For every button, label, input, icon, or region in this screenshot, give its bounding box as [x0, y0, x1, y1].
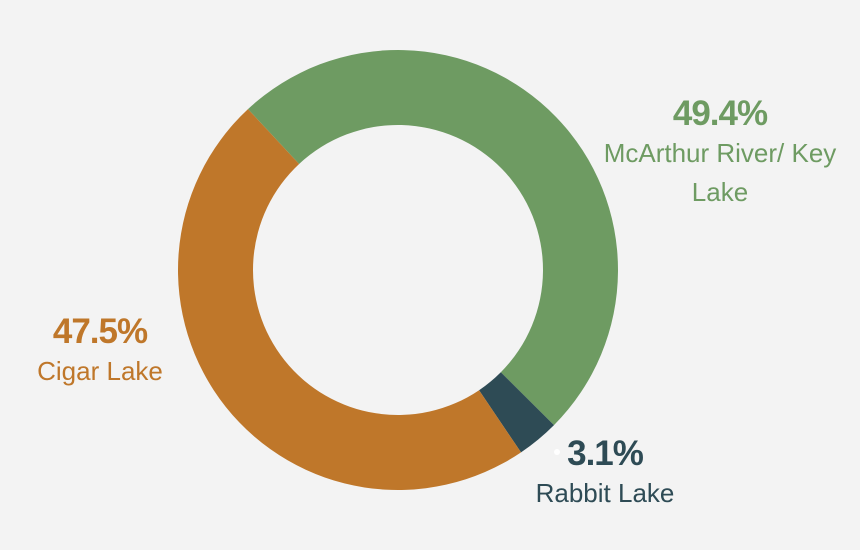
category-label: McArthur River/ Key Lake [603, 138, 837, 207]
category-label: Cigar Lake [37, 356, 163, 386]
donut-segment [247, 49, 619, 426]
leader-dot [554, 449, 560, 455]
segment-label: 3.1% Rabbit Lake [505, 434, 705, 513]
value-label: 49.4% [672, 94, 768, 133]
donut-segment [178, 109, 522, 491]
donut-segment [479, 372, 554, 453]
value-label: 47.5% [52, 312, 148, 351]
segment-label: 47.5% Cigar Lake [0, 312, 200, 391]
value-label: 3.1% [567, 434, 644, 473]
category-label: Rabbit Lake [535, 478, 675, 508]
segment-label: 49.4% McArthur River/ Key Lake [600, 94, 840, 212]
